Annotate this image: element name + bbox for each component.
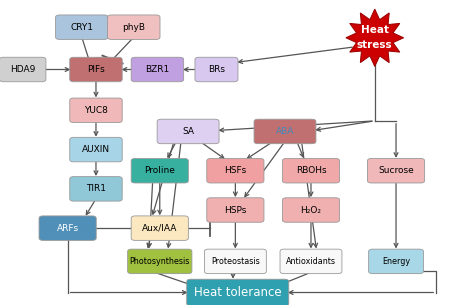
Text: Proline: Proline bbox=[144, 166, 175, 175]
Text: Heat: Heat bbox=[361, 25, 389, 35]
FancyBboxPatch shape bbox=[70, 137, 122, 162]
FancyBboxPatch shape bbox=[131, 216, 188, 240]
Text: HDA9: HDA9 bbox=[10, 65, 36, 74]
Text: HSPs: HSPs bbox=[224, 206, 246, 214]
Text: Aux/IAA: Aux/IAA bbox=[142, 224, 177, 233]
FancyBboxPatch shape bbox=[204, 249, 266, 274]
Text: PIFs: PIFs bbox=[87, 65, 105, 74]
FancyBboxPatch shape bbox=[283, 198, 339, 222]
FancyBboxPatch shape bbox=[39, 216, 96, 240]
Polygon shape bbox=[346, 9, 404, 66]
FancyBboxPatch shape bbox=[254, 119, 316, 144]
Text: Sucrose: Sucrose bbox=[378, 166, 414, 175]
Text: SA: SA bbox=[182, 127, 194, 136]
Text: HSFs: HSFs bbox=[224, 166, 246, 175]
FancyBboxPatch shape bbox=[157, 119, 219, 144]
FancyBboxPatch shape bbox=[131, 57, 183, 82]
FancyBboxPatch shape bbox=[367, 159, 425, 183]
FancyBboxPatch shape bbox=[0, 57, 46, 82]
Text: TIR1: TIR1 bbox=[86, 184, 106, 193]
FancyBboxPatch shape bbox=[131, 159, 188, 183]
Text: Proteostasis: Proteostasis bbox=[211, 257, 260, 266]
FancyBboxPatch shape bbox=[128, 249, 192, 274]
Text: YUC8: YUC8 bbox=[84, 106, 108, 115]
Text: ARFs: ARFs bbox=[56, 224, 79, 233]
FancyBboxPatch shape bbox=[108, 15, 160, 39]
Text: H₂O₂: H₂O₂ bbox=[301, 206, 321, 214]
FancyBboxPatch shape bbox=[70, 98, 122, 123]
FancyBboxPatch shape bbox=[55, 15, 108, 39]
FancyBboxPatch shape bbox=[195, 57, 238, 82]
Text: BZR1: BZR1 bbox=[145, 65, 170, 74]
FancyBboxPatch shape bbox=[280, 249, 342, 274]
Text: Energy: Energy bbox=[382, 257, 410, 266]
Text: RBOHs: RBOHs bbox=[296, 166, 326, 175]
FancyBboxPatch shape bbox=[187, 279, 289, 305]
Text: Antioxidants: Antioxidants bbox=[286, 257, 336, 266]
Text: phyB: phyB bbox=[122, 23, 145, 32]
Text: stress: stress bbox=[357, 40, 392, 50]
FancyBboxPatch shape bbox=[369, 249, 423, 274]
FancyBboxPatch shape bbox=[70, 57, 122, 82]
Text: BRs: BRs bbox=[208, 65, 225, 74]
FancyBboxPatch shape bbox=[207, 159, 264, 183]
Text: ABA: ABA bbox=[276, 127, 294, 136]
Text: AUXIN: AUXIN bbox=[82, 145, 110, 154]
FancyBboxPatch shape bbox=[207, 198, 264, 222]
Text: Photosynthesis: Photosynthesis bbox=[129, 257, 190, 266]
Text: Heat tolerance: Heat tolerance bbox=[194, 286, 282, 299]
FancyBboxPatch shape bbox=[70, 177, 122, 201]
Text: CRY1: CRY1 bbox=[70, 23, 93, 32]
FancyBboxPatch shape bbox=[283, 159, 339, 183]
